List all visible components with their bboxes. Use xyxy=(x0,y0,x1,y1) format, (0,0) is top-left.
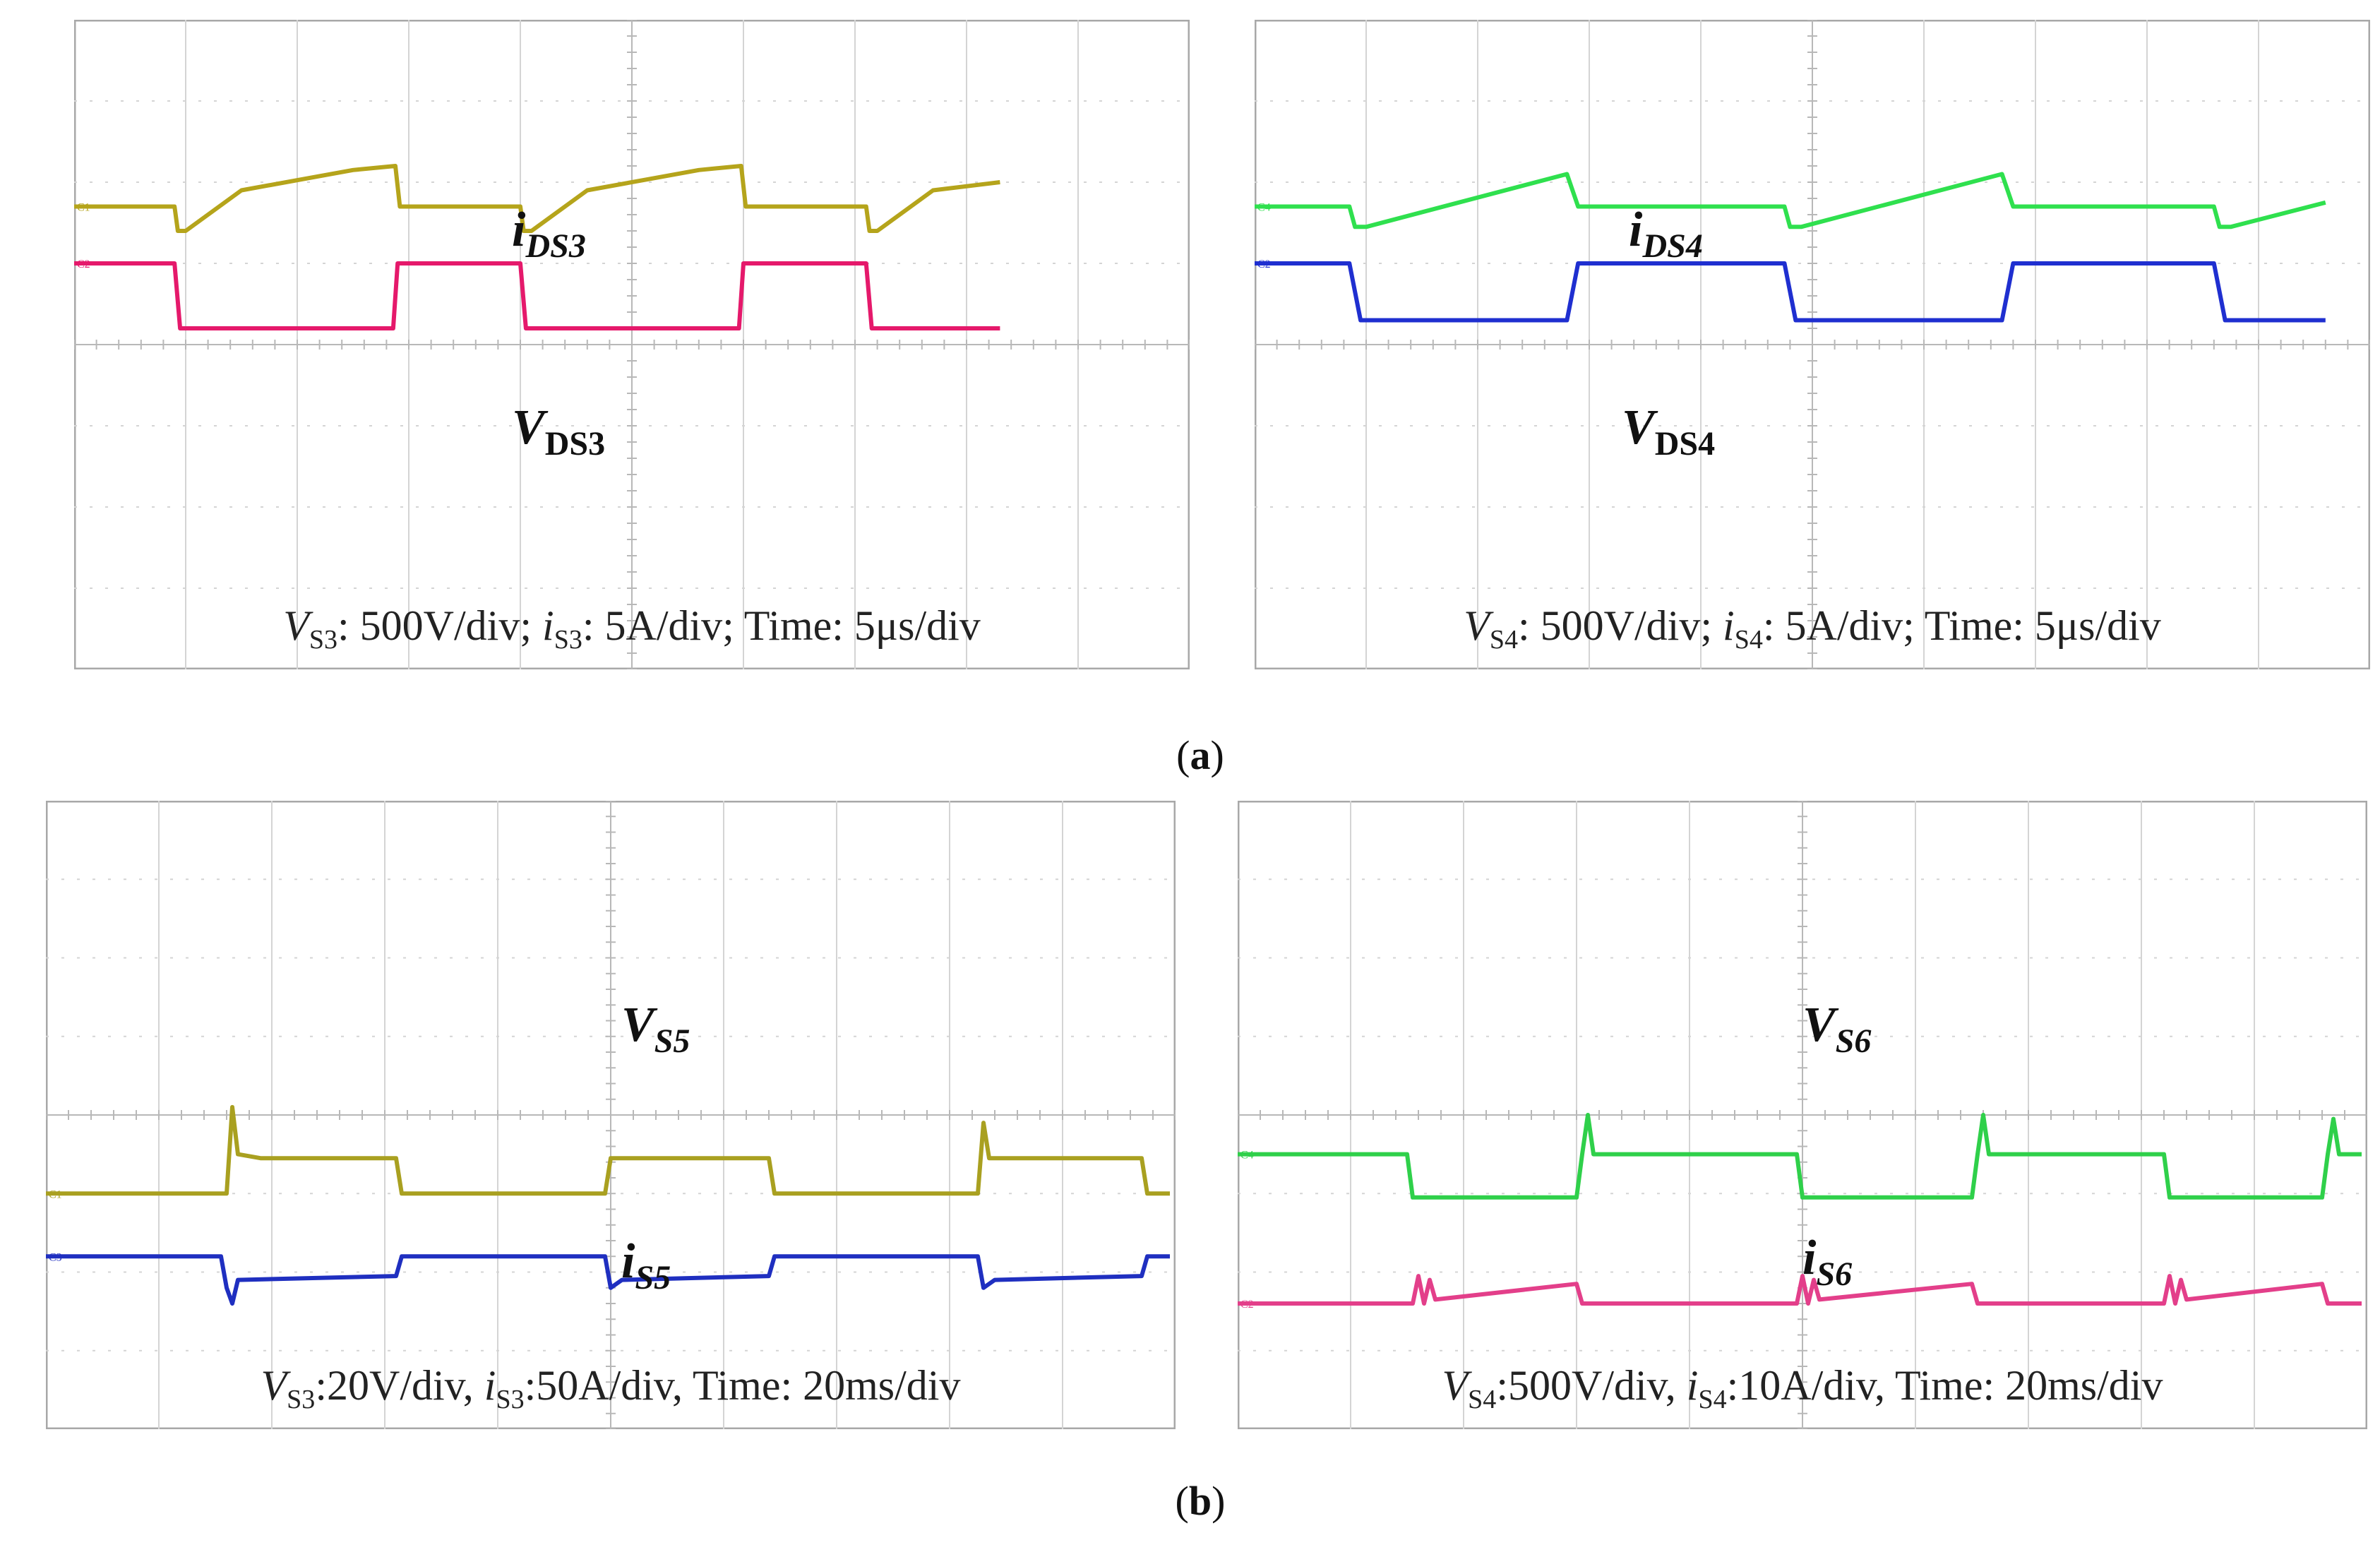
scope-grid xyxy=(1255,20,2370,669)
panel-a-right: C4 iDS4 C2 VDS4 VS4: 500V/div; iS4: 5A/div; … xyxy=(1255,20,2370,669)
caption-a-letter: a xyxy=(1190,732,1211,778)
trace-label-iS5: iS5 xyxy=(621,1234,671,1296)
scope-b-right: C4 VS6 C2 iS6 VS4:500V/div, iS4:10A/div, Tim… xyxy=(1238,801,2367,1429)
trace-iS6 xyxy=(1238,1274,2362,1306)
channel-marker: C4 xyxy=(1240,1150,1254,1162)
caption-a: (a) xyxy=(1176,732,1224,778)
channel-marker: C1 xyxy=(49,1188,62,1200)
trace-VDS3 xyxy=(74,261,1000,330)
caption-b: (b) xyxy=(1175,1478,1226,1524)
trace-label-VDS3: VDS3 xyxy=(512,400,605,463)
panel-b-left: C1 VS5 C3 iS5 VS3:20V/div, iS3:50A/div, Time… xyxy=(46,801,1176,1429)
panel-b-right: C4 VS6 C2 iS6 VS4:500V/div, iS4:10A/div, Tim… xyxy=(1238,801,2367,1429)
trace-VS5 xyxy=(46,1104,1170,1196)
trace-label-VS5: VS5 xyxy=(621,998,690,1060)
trace-label-iDS3: iDS3 xyxy=(512,203,586,265)
trace-label-iDS4: iDS4 xyxy=(1629,203,1703,265)
scale-footer: VS4: 500V/div; iS4: 5A/div; Time: 5μs/di… xyxy=(1464,602,2161,655)
panel-a-left: C1 iDS3 C2 VDS3 VS3: 500V/div; iS3: 5A/div; … xyxy=(74,20,1190,669)
scope-grid xyxy=(74,20,1190,669)
trace-VDS4 xyxy=(1255,261,2326,323)
scope-b-left: C1 VS5 C3 iS5 VS3:20V/div, iS3:50A/div, Time… xyxy=(46,801,1176,1429)
channel-marker: C4 xyxy=(1257,202,1271,214)
channel-marker: C1 xyxy=(77,202,90,214)
trace-label-VDS4: VDS4 xyxy=(1622,400,1715,463)
scope-grid xyxy=(1238,801,2367,1429)
scale-footer: VS3: 500V/div; iS3: 5A/div; Time: 5μs/di… xyxy=(283,602,981,655)
scale-footer: VS4:500V/div, iS4:10A/div, Time: 20ms/di… xyxy=(1442,1362,2163,1414)
channel-marker: C2 xyxy=(1240,1299,1254,1311)
trace-label-iS6: iS6 xyxy=(1802,1231,1852,1293)
trace-iDS3 xyxy=(74,164,1000,233)
scope-grid xyxy=(46,801,1176,1429)
trace-VS6 xyxy=(1238,1113,2362,1200)
channel-marker: C3 xyxy=(49,1251,62,1263)
channel-marker: C2 xyxy=(77,258,90,270)
scope-a-left: C1 iDS3 C2 VDS3 VS3: 500V/div; iS3: 5A/div; … xyxy=(74,20,1190,669)
scale-footer: VS3:20V/div, iS3:50A/div, Time: 20ms/div xyxy=(261,1362,961,1414)
channel-marker: C2 xyxy=(1257,258,1271,270)
trace-iS5 xyxy=(46,1254,1170,1306)
trace-iDS4 xyxy=(1255,172,2326,229)
trace-label-VS6: VS6 xyxy=(1802,998,1871,1060)
caption-b-letter: b xyxy=(1188,1478,1212,1524)
scope-a-right: C4 iDS4 C2 VDS4 VS4: 500V/div; iS4: 5A/div; … xyxy=(1255,20,2370,669)
